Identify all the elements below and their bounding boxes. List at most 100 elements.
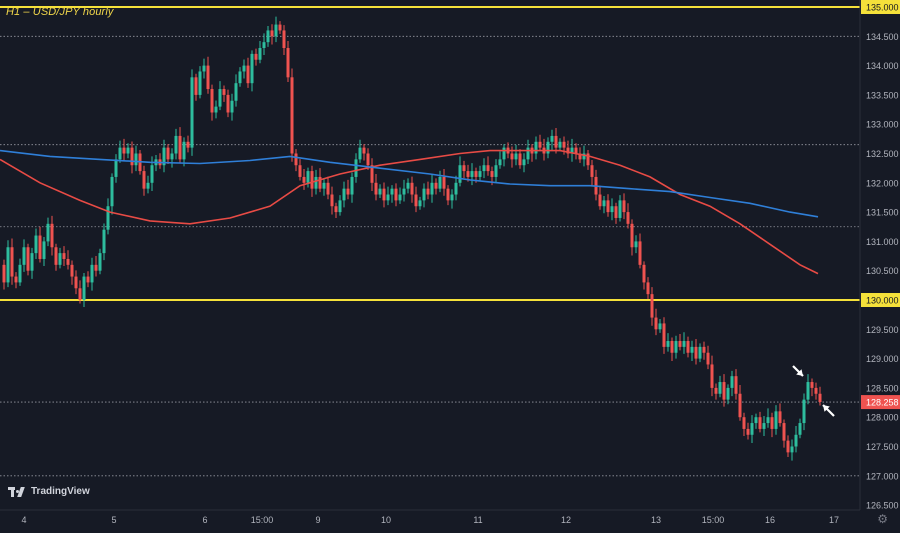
candle-body-down: [662, 323, 666, 347]
candle-body-down: [178, 135, 182, 160]
candle-body-up: [438, 176, 442, 189]
price-tick-label: 134.500: [866, 32, 899, 42]
candle-body-down: [410, 182, 414, 195]
candle-body-up: [406, 182, 410, 189]
tradingview-brand[interactable]: TradingView: [8, 486, 90, 497]
candle-body-up: [22, 247, 26, 265]
candle-body-down: [630, 223, 634, 248]
candle-body-down: [646, 282, 650, 295]
candle-body-down: [434, 182, 438, 189]
candle-body-up: [766, 417, 770, 424]
candle-body-up: [502, 147, 506, 160]
candle-body-up: [658, 323, 662, 330]
candle-body-down: [814, 387, 818, 394]
candle-body-up: [354, 159, 358, 177]
candle-body-down: [318, 176, 322, 189]
candle-body-up: [102, 229, 106, 254]
candle-body-down: [222, 89, 226, 95]
time-tick-label: 17: [829, 515, 839, 525]
candle-body-up: [386, 194, 390, 201]
candle-body-down: [474, 171, 478, 177]
candle-body-up: [358, 147, 362, 160]
candle-body-down: [670, 341, 674, 353]
candle-body-down: [622, 200, 626, 213]
candle-body-up: [514, 153, 518, 160]
candle-body-up: [682, 341, 686, 347]
candle-body-up: [674, 341, 678, 353]
candle-body-down: [74, 276, 78, 289]
candle-body-up: [338, 200, 342, 213]
candle-body-down: [642, 264, 646, 283]
candle-body-down: [210, 89, 214, 113]
candle-body-up: [690, 346, 694, 353]
candle-body-up: [390, 188, 394, 195]
candle-body-down: [734, 376, 738, 394]
price-tick-label: 128.000: [866, 413, 899, 423]
candle-body-down: [678, 341, 682, 347]
price-tick-label: 130.500: [866, 266, 899, 276]
candle-body-up: [242, 65, 246, 72]
tradingview-label: TradingView: [31, 486, 90, 497]
candle-body-up: [198, 71, 202, 95]
candle-body-up: [450, 194, 454, 201]
candle-body-down: [786, 440, 790, 453]
candle-body-down: [78, 288, 82, 300]
price-label-box-130.000: [861, 293, 900, 307]
candle-body-down: [54, 247, 58, 265]
candle-body-up: [458, 165, 462, 183]
time-tick-label: 9: [315, 515, 320, 525]
time-tick-label: 13: [651, 515, 661, 525]
candle-body-up: [34, 235, 38, 254]
candle-body-down: [590, 165, 594, 177]
candle-body-up: [114, 159, 118, 177]
price-tick-label: 131.500: [866, 208, 899, 218]
candle-body-down: [490, 171, 494, 177]
candle-body-down: [286, 48, 290, 78]
candle-body-down: [694, 346, 698, 359]
candle-body-down: [50, 223, 54, 248]
candle-body-down: [194, 77, 198, 95]
candle-body-down: [562, 141, 566, 148]
candle-body-down: [62, 253, 66, 259]
candle-body-down: [26, 247, 30, 271]
candle-body-down: [446, 188, 450, 201]
time-tick-label: 15:00: [251, 515, 274, 525]
candle-body-down: [586, 153, 590, 166]
current-price-label: 128.258: [866, 398, 899, 408]
candle-body-down: [270, 30, 274, 37]
candle-body-up: [798, 423, 802, 435]
time-axis-background: [0, 510, 860, 528]
candle-body-down: [166, 147, 170, 160]
price-label-box-135.000: [861, 0, 900, 14]
candle-body-up: [754, 417, 758, 424]
time-tick-label: 10: [381, 515, 391, 525]
candle-body-up: [482, 165, 486, 172]
candle-body-down: [722, 382, 726, 400]
time-tick-label: 12: [561, 515, 571, 525]
candle-body-down: [566, 147, 570, 154]
candle-body-up: [182, 141, 186, 160]
price-tick-label: 131.000: [866, 237, 899, 247]
candle-body-down: [810, 382, 814, 388]
candle-body-down: [86, 276, 90, 283]
candle-body-down: [486, 165, 490, 172]
arrow-annotation-icon: [823, 405, 830, 412]
candle-body-down: [294, 153, 298, 166]
candle-body-up: [110, 176, 114, 207]
candle-body-down: [742, 417, 746, 429]
candle-body-up: [550, 135, 554, 142]
candle-body-down: [706, 352, 710, 365]
candle-body-up: [58, 253, 62, 265]
candle-body-down: [714, 387, 718, 394]
candle-body-down: [362, 147, 366, 154]
time-tick-label: 5: [111, 515, 116, 525]
candle-body-down: [254, 53, 258, 60]
gear-icon[interactable]: ⚙: [877, 512, 888, 526]
price-tick-label: 130.000: [866, 296, 899, 306]
candle-body-up: [570, 147, 574, 154]
candle-body-up: [190, 77, 194, 148]
candle-body-down: [330, 194, 334, 207]
candle-body-down: [686, 341, 690, 353]
